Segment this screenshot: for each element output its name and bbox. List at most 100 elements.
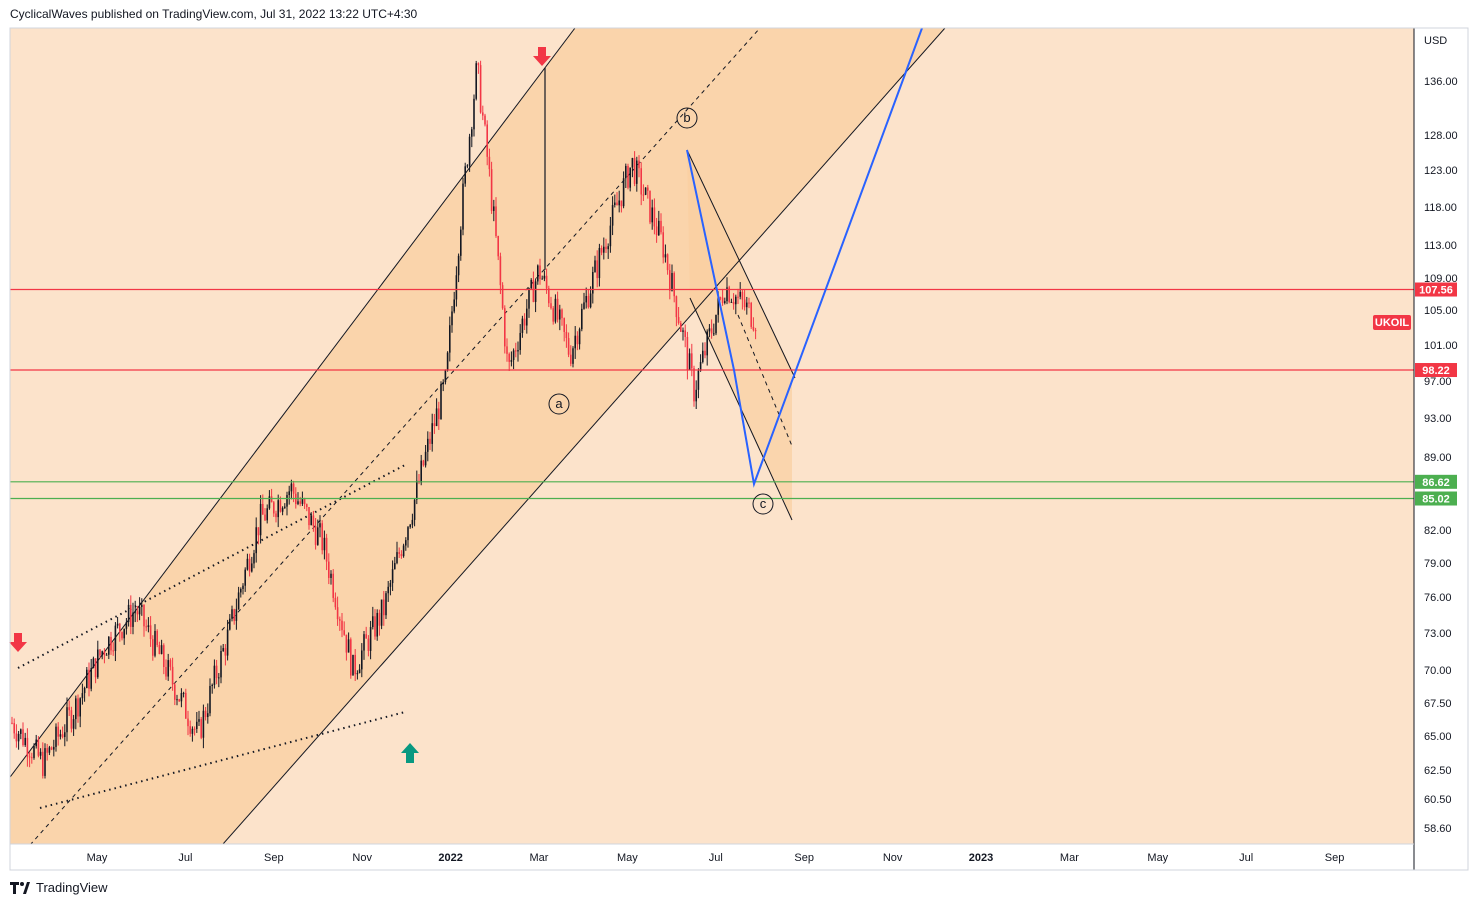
- candle-body: [446, 352, 449, 371]
- candle-body: [145, 626, 147, 628]
- candle-body: [596, 260, 598, 279]
- candle-body: [688, 353, 691, 370]
- candle-body: [152, 639, 154, 656]
- candle-body: [545, 275, 548, 289]
- candle-body: [127, 604, 130, 623]
- candle-body: [583, 302, 585, 309]
- price-tick-label: 58.60: [1424, 823, 1452, 835]
- wave-label-b: b: [676, 107, 698, 129]
- candle-body: [666, 254, 669, 271]
- candle-body: [548, 288, 550, 304]
- candle-body: [442, 382, 444, 385]
- candle-body: [72, 719, 75, 729]
- footer-brand: TradingView: [36, 880, 108, 895]
- candle-body: [165, 667, 167, 677]
- candle-body: [526, 308, 528, 326]
- candle-body: [156, 630, 158, 646]
- time-tick-label: Jul: [709, 852, 723, 864]
- candle-body: [534, 281, 537, 302]
- price-tick-label: 60.50: [1424, 794, 1452, 806]
- level-price-badge-label: 85.02: [1422, 494, 1450, 506]
- candle-body: [174, 684, 176, 700]
- level-price-badge-label: 107.56: [1419, 285, 1453, 297]
- candle-body: [99, 649, 101, 656]
- candle-body: [193, 728, 196, 730]
- candle-body: [554, 298, 557, 322]
- candle-body: [154, 630, 156, 656]
- price-tick-label: 62.50: [1424, 765, 1452, 777]
- candle-body: [196, 721, 198, 730]
- tradingview-footer[interactable]: TradingView: [10, 880, 108, 895]
- candle-body: [440, 384, 442, 420]
- candle-body: [499, 256, 502, 286]
- candle-body: [70, 710, 73, 729]
- candle-body: [303, 498, 306, 505]
- level-price-badge: [1415, 474, 1457, 489]
- candle-body: [407, 527, 409, 541]
- candle-body: [15, 733, 18, 742]
- candle-body: [468, 136, 471, 166]
- candle-body: [420, 460, 422, 483]
- candle-body: [105, 654, 108, 656]
- correction-upper-line: [686, 149, 796, 379]
- candle-body: [717, 297, 719, 315]
- currency-label: USD: [1424, 35, 1447, 47]
- candle-body: [57, 726, 59, 737]
- time-axis[interactable]: May Jul Sep Nov 2022 Mar May Jul Sep Nov 2023 Mar Ma…: [87, 852, 1345, 864]
- candle-body: [609, 225, 612, 247]
- candle-body: [438, 408, 440, 420]
- candle-body: [204, 710, 207, 718]
- level-price-badge-label: 98.22: [1422, 365, 1450, 377]
- candle-body: [160, 645, 163, 655]
- candle-body: [235, 609, 238, 621]
- candle-body: [75, 698, 77, 720]
- candle-body: [20, 729, 22, 734]
- candle-body: [402, 545, 405, 557]
- candle-body: [121, 632, 123, 639]
- candle-body: [288, 491, 290, 496]
- candle-body: [400, 554, 403, 557]
- candle-body: [693, 368, 695, 402]
- candle-body: [53, 746, 55, 750]
- candle-body: [244, 569, 246, 586]
- candle-body: [702, 350, 704, 363]
- candle-body: [640, 168, 642, 195]
- candle-body: [561, 309, 563, 319]
- candle-body: [462, 183, 464, 230]
- candle-body: [22, 729, 24, 746]
- candle-body: [220, 651, 222, 678]
- candle-body: [317, 527, 319, 545]
- candle-body: [345, 634, 348, 653]
- candle-body: [732, 301, 735, 305]
- price-axis[interactable]: 136.00 128.00 123.00 118.00 113.00 109.00 105.…: [1424, 76, 1458, 835]
- candle-body: [114, 625, 117, 651]
- candle-body: [455, 275, 458, 300]
- price-tick-label: 73.00: [1424, 628, 1452, 640]
- candle-body: [691, 353, 693, 369]
- time-tick-label: Sep: [264, 852, 284, 864]
- candle-body: [387, 586, 389, 594]
- candle-body: [328, 561, 330, 578]
- candle-body: [750, 302, 752, 327]
- time-tick-label: 2023: [969, 852, 993, 864]
- wave-label-a: a: [548, 393, 570, 415]
- candle-body: [735, 296, 737, 305]
- candle-body: [532, 279, 535, 302]
- candle-body: [237, 592, 240, 610]
- candle-body: [715, 314, 717, 334]
- candle-body: [312, 515, 315, 527]
- candle-body: [475, 63, 477, 99]
- candle-body: [290, 483, 293, 492]
- candle-body: [642, 194, 645, 196]
- candle-body: [125, 622, 128, 629]
- candle-body: [611, 205, 614, 226]
- candle-body: [587, 296, 590, 308]
- candle-body: [682, 330, 684, 332]
- candle-body: [638, 160, 640, 169]
- candle-body: [552, 308, 554, 322]
- time-tick-label: 2022: [438, 852, 462, 864]
- candle-body: [647, 187, 649, 191]
- candle-body: [383, 599, 385, 616]
- correction-zone-fill: [687, 150, 792, 520]
